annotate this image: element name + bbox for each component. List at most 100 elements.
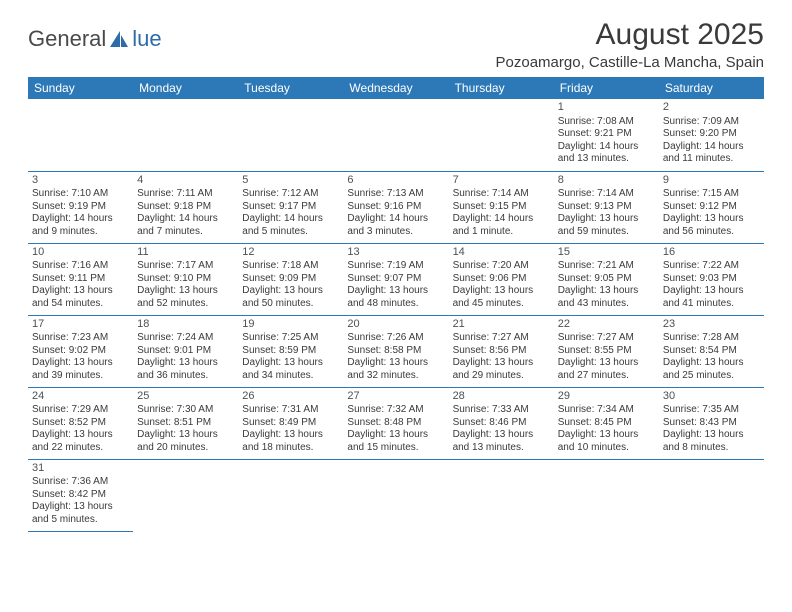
sunrise-line: Sunrise: 7:13 AM [347, 188, 444, 201]
day-number: 12 [242, 246, 339, 260]
sunrise-line: Sunrise: 7:14 AM [453, 188, 550, 201]
calendar-cell: 21Sunrise: 7:27 AMSunset: 8:56 PMDayligh… [449, 315, 554, 387]
calendar-row: 1Sunrise: 7:08 AMSunset: 9:21 PMDaylight… [28, 99, 764, 171]
calendar-cell: 13Sunrise: 7:19 AMSunset: 9:07 PMDayligh… [343, 243, 448, 315]
title-block: August 2025 Pozoamargo, Castille-La Manc… [496, 18, 764, 71]
calendar-row: 17Sunrise: 7:23 AMSunset: 9:02 PMDayligh… [28, 315, 764, 387]
sunrise-line: Sunrise: 7:29 AM [32, 404, 129, 417]
day-number: 10 [32, 246, 129, 260]
sunset-line: Sunset: 9:06 PM [453, 273, 550, 286]
calendar-cell: 25Sunrise: 7:30 AMSunset: 8:51 PMDayligh… [133, 387, 238, 459]
sunrise-line: Sunrise: 7:22 AM [663, 260, 760, 273]
day-number: 15 [558, 246, 655, 260]
calendar-cell [133, 459, 238, 531]
calendar-cell: 28Sunrise: 7:33 AMSunset: 8:46 PMDayligh… [449, 387, 554, 459]
daylight-line: Daylight: 13 hours and 15 minutes. [347, 429, 444, 454]
page-subtitle: Pozoamargo, Castille-La Mancha, Spain [496, 54, 764, 71]
daylight-line: Daylight: 13 hours and 25 minutes. [663, 357, 760, 382]
calendar-cell [343, 99, 448, 171]
calendar-cell: 30Sunrise: 7:35 AMSunset: 8:43 PMDayligh… [659, 387, 764, 459]
sunrise-line: Sunrise: 7:35 AM [663, 404, 760, 417]
calendar-cell: 12Sunrise: 7:18 AMSunset: 9:09 PMDayligh… [238, 243, 343, 315]
daylight-line: Daylight: 14 hours and 11 minutes. [663, 141, 760, 166]
day-number: 22 [558, 318, 655, 332]
calendar-body: 1Sunrise: 7:08 AMSunset: 9:21 PMDaylight… [28, 99, 764, 531]
sunset-line: Sunset: 9:16 PM [347, 201, 444, 214]
sunrise-line: Sunrise: 7:18 AM [242, 260, 339, 273]
day-number: 24 [32, 390, 129, 404]
day-number: 3 [32, 174, 129, 188]
logo-text-general: General [28, 26, 106, 52]
daylight-line: Daylight: 14 hours and 3 minutes. [347, 213, 444, 238]
calendar-cell: 4Sunrise: 7:11 AMSunset: 9:18 PMDaylight… [133, 171, 238, 243]
daylight-line: Daylight: 13 hours and 48 minutes. [347, 285, 444, 310]
daylight-line: Daylight: 13 hours and 36 minutes. [137, 357, 234, 382]
calendar-row: 24Sunrise: 7:29 AMSunset: 8:52 PMDayligh… [28, 387, 764, 459]
calendar-cell: 24Sunrise: 7:29 AMSunset: 8:52 PMDayligh… [28, 387, 133, 459]
sunset-line: Sunset: 9:20 PM [663, 128, 760, 141]
calendar-cell: 20Sunrise: 7:26 AMSunset: 8:58 PMDayligh… [343, 315, 448, 387]
sunset-line: Sunset: 9:15 PM [453, 201, 550, 214]
daylight-line: Daylight: 13 hours and 20 minutes. [137, 429, 234, 454]
calendar-row: 10Sunrise: 7:16 AMSunset: 9:11 PMDayligh… [28, 243, 764, 315]
sunrise-line: Sunrise: 7:30 AM [137, 404, 234, 417]
daylight-line: Daylight: 14 hours and 7 minutes. [137, 213, 234, 238]
day-number: 18 [137, 318, 234, 332]
daylight-line: Daylight: 13 hours and 18 minutes. [242, 429, 339, 454]
weekday-header: Saturday [659, 77, 764, 99]
weekday-header-row: SundayMondayTuesdayWednesdayThursdayFrid… [28, 77, 764, 99]
calendar-cell: 5Sunrise: 7:12 AMSunset: 9:17 PMDaylight… [238, 171, 343, 243]
calendar-table: SundayMondayTuesdayWednesdayThursdayFrid… [28, 77, 764, 532]
calendar-cell: 2Sunrise: 7:09 AMSunset: 9:20 PMDaylight… [659, 99, 764, 171]
daylight-line: Daylight: 13 hours and 34 minutes. [242, 357, 339, 382]
day-number: 29 [558, 390, 655, 404]
calendar-row: 31Sunrise: 7:36 AMSunset: 8:42 PMDayligh… [28, 459, 764, 531]
sunrise-line: Sunrise: 7:09 AM [663, 116, 760, 129]
calendar-cell: 1Sunrise: 7:08 AMSunset: 9:21 PMDaylight… [554, 99, 659, 171]
page-title: August 2025 [496, 18, 764, 52]
sunset-line: Sunset: 8:55 PM [558, 345, 655, 358]
sunset-line: Sunset: 9:18 PM [137, 201, 234, 214]
sunrise-line: Sunrise: 7:27 AM [558, 332, 655, 345]
sunrise-line: Sunrise: 7:23 AM [32, 332, 129, 345]
calendar-cell [554, 459, 659, 531]
day-number: 7 [453, 174, 550, 188]
logo-text-blue: lue [132, 26, 161, 52]
calendar-cell [238, 99, 343, 171]
daylight-line: Daylight: 13 hours and 41 minutes. [663, 285, 760, 310]
sunrise-line: Sunrise: 7:33 AM [453, 404, 550, 417]
sunset-line: Sunset: 9:05 PM [558, 273, 655, 286]
sunrise-line: Sunrise: 7:28 AM [663, 332, 760, 345]
calendar-cell [238, 459, 343, 531]
sunset-line: Sunset: 9:11 PM [32, 273, 129, 286]
sunset-line: Sunset: 8:49 PM [242, 417, 339, 430]
sunrise-line: Sunrise: 7:20 AM [453, 260, 550, 273]
sunset-line: Sunset: 9:03 PM [663, 273, 760, 286]
sunrise-line: Sunrise: 7:31 AM [242, 404, 339, 417]
daylight-line: Daylight: 13 hours and 27 minutes. [558, 357, 655, 382]
calendar-cell [133, 99, 238, 171]
daylight-line: Daylight: 13 hours and 8 minutes. [663, 429, 760, 454]
day-number: 14 [453, 246, 550, 260]
day-number: 4 [137, 174, 234, 188]
day-number: 28 [453, 390, 550, 404]
calendar-row: 3Sunrise: 7:10 AMSunset: 9:19 PMDaylight… [28, 171, 764, 243]
calendar-cell [659, 459, 764, 531]
day-number: 6 [347, 174, 444, 188]
weekday-header: Tuesday [238, 77, 343, 99]
sunset-line: Sunset: 9:19 PM [32, 201, 129, 214]
day-number: 25 [137, 390, 234, 404]
sunrise-line: Sunrise: 7:15 AM [663, 188, 760, 201]
day-number: 31 [32, 462, 129, 476]
sunrise-line: Sunrise: 7:36 AM [32, 476, 129, 489]
calendar-cell: 15Sunrise: 7:21 AMSunset: 9:05 PMDayligh… [554, 243, 659, 315]
calendar-cell: 14Sunrise: 7:20 AMSunset: 9:06 PMDayligh… [449, 243, 554, 315]
calendar-cell [28, 99, 133, 171]
day-number: 17 [32, 318, 129, 332]
day-number: 8 [558, 174, 655, 188]
weekday-header: Sunday [28, 77, 133, 99]
daylight-line: Daylight: 13 hours and 56 minutes. [663, 213, 760, 238]
sunrise-line: Sunrise: 7:26 AM [347, 332, 444, 345]
day-number: 2 [663, 101, 760, 115]
daylight-line: Daylight: 14 hours and 13 minutes. [558, 141, 655, 166]
